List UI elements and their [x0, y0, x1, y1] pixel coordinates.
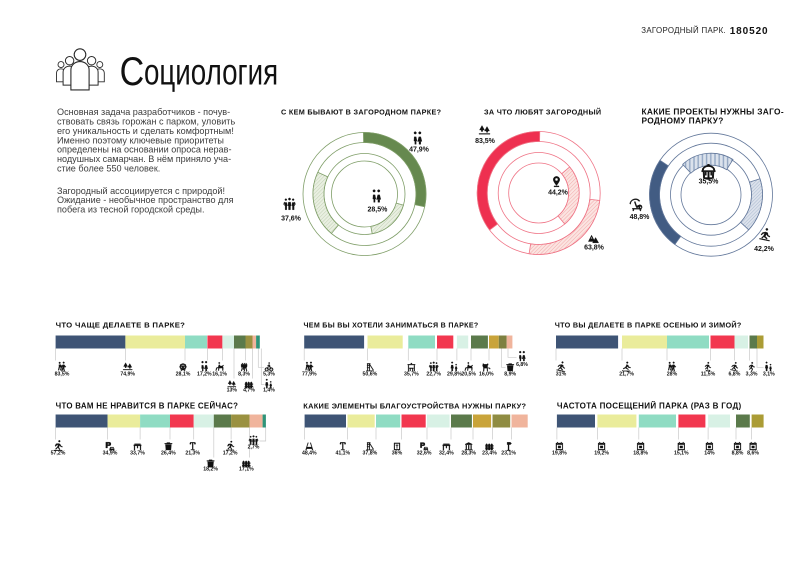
svg-text:КАКИЕ ЭЛЕМЕНТЫ БЛАГОУСТРОЙСТВА: КАКИЕ ЭЛЕМЕНТЫ БЛАГОУСТРОЙСТВА НУЖНЫ ПАР…	[303, 401, 526, 410]
svg-text:15,1%: 15,1%	[674, 451, 689, 457]
svg-text:ЧТО ВЫ ДЕЛАЕТЕ В ПАРКЕ ОСЕНЬЮ: ЧТО ВЫ ДЕЛАЕТЕ В ПАРКЕ ОСЕНЬЮ И ЗИМОЙ?	[555, 320, 742, 329]
svg-text:нодушных самарчан. В нём приня: нодушных самарчан. В нём приняло уча-	[57, 154, 231, 164]
svg-text:23,4%: 23,4%	[482, 451, 497, 457]
svg-text:5,3%: 5,3%	[263, 372, 275, 378]
svg-text:34,9%: 34,9%	[103, 451, 118, 457]
svg-text:оциология: оциология	[144, 51, 278, 93]
svg-text:C: C	[120, 48, 145, 93]
svg-text:17,2%: 17,2%	[223, 451, 238, 457]
svg-text:6,8%: 6,8%	[516, 362, 528, 368]
svg-text:Именно поэтому ключевые приори: Именно поэтому ключевые приоритеты	[57, 135, 224, 145]
svg-text:35,7%: 35,7%	[404, 372, 419, 378]
svg-text:22,7%: 22,7%	[426, 372, 441, 378]
svg-text:1,4%: 1,4%	[263, 388, 275, 394]
svg-text:ЗА ЧТО ЛЮБЯТ ЗАГОРОДНЫЙ: ЗА ЧТО ЛЮБЯТ ЗАГОРОДНЫЙ	[484, 108, 601, 117]
svg-text:16,1%: 16,1%	[212, 372, 227, 378]
svg-text:ЧЕМ БЫ ВЫ ХОТЕЛИ ЗАНИМАТЬСЯ В: ЧЕМ БЫ ВЫ ХОТЕЛИ ЗАНИМАТЬСЯ В ПАРКЕ?	[304, 321, 479, 329]
svg-text:83,5%: 83,5%	[475, 138, 496, 145]
svg-text:8,8%: 8,8%	[732, 451, 744, 457]
svg-text:6,8%: 6,8%	[728, 372, 740, 378]
svg-text:Ожидание - необычное пространс: Ожидание - необычное пространство для	[57, 195, 234, 205]
svg-text:18,8%: 18,8%	[633, 451, 648, 457]
svg-text:26,4%: 26,4%	[161, 451, 176, 457]
svg-text:побега из тесной городской сре: побега из тесной городской среды.	[57, 205, 205, 215]
svg-text:18,2%: 18,2%	[203, 467, 218, 473]
svg-text:77,9%: 77,9%	[302, 372, 317, 378]
svg-text:его уникальность и сделать ком: его уникальность и сделать комфортным!	[57, 126, 234, 136]
svg-text:35,5%: 35,5%	[699, 179, 720, 186]
svg-text:16,0%: 16,0%	[479, 372, 494, 378]
svg-text:28,3%: 28,3%	[461, 451, 476, 457]
svg-text:83,5%: 83,5%	[55, 372, 70, 378]
svg-text:74,9%: 74,9%	[120, 372, 135, 378]
svg-text:21,7%: 21,7%	[619, 372, 634, 378]
svg-text:13%: 13%	[227, 388, 238, 394]
svg-text:50,6%: 50,6%	[363, 372, 378, 378]
svg-text:31%: 31%	[556, 372, 567, 378]
svg-text:21,3%: 21,3%	[185, 451, 200, 457]
svg-text:41,1%: 41,1%	[335, 451, 350, 457]
svg-text:РОДНОМУ ПАРКУ?: РОДНОМУ ПАРКУ?	[642, 115, 724, 125]
svg-text:180520: 180520	[730, 26, 769, 37]
svg-text:23,1%: 23,1%	[501, 451, 516, 457]
svg-text:28,1%: 28,1%	[176, 372, 191, 378]
svg-text:33,7%: 33,7%	[130, 451, 145, 457]
svg-text:19,8%: 19,8%	[552, 451, 567, 457]
svg-text:17,1%: 17,1%	[239, 467, 254, 473]
svg-text:8,6%: 8,6%	[747, 451, 759, 457]
svg-text:48,4%: 48,4%	[302, 451, 317, 457]
svg-text:3,3%: 3,3%	[746, 372, 758, 378]
svg-text:3,1%: 3,1%	[763, 372, 775, 378]
svg-text:19,2%: 19,2%	[594, 451, 609, 457]
svg-text:48,8%: 48,8%	[630, 214, 651, 221]
svg-text:47,9%: 47,9%	[409, 147, 430, 154]
svg-text:28%: 28%	[667, 372, 678, 378]
svg-text:32,4%: 32,4%	[439, 451, 454, 457]
svg-text:ствовать связь горожан с парко: ствовать связь горожан с парком, уловить	[57, 116, 235, 126]
svg-text:Загородный ассоциируется с при: Загородный ассоциируется с природой!	[57, 186, 225, 196]
svg-text:63,8%: 63,8%	[584, 245, 605, 252]
svg-text:17,2%: 17,2%	[197, 372, 212, 378]
svg-text:ЗАГОРОДНЫЙ ПАРК.: ЗАГОРОДНЫЙ ПАРК.	[641, 26, 726, 35]
svg-text:36%: 36%	[392, 451, 403, 457]
svg-text:ЧТО ВАМ НЕ НРАВИТСЯ В ПАРКЕ СЕ: ЧТО ВАМ НЕ НРАВИТСЯ В ПАРКЕ СЕЙЧАС?	[56, 401, 239, 410]
svg-text:29,8%: 29,8%	[447, 372, 462, 378]
svg-text:42,2%: 42,2%	[754, 246, 775, 253]
svg-text:Основная задача разработчиков: Основная задача разработчиков - почув-	[57, 107, 230, 117]
svg-text:32,6%: 32,6%	[417, 451, 432, 457]
svg-text:8,3%: 8,3%	[238, 372, 250, 378]
svg-text:37,8%: 37,8%	[363, 451, 378, 457]
svg-text:14%: 14%	[704, 451, 715, 457]
svg-text:37,6%: 37,6%	[281, 215, 302, 222]
svg-text:28,5%: 28,5%	[367, 207, 388, 214]
svg-text:11,5%: 11,5%	[701, 372, 716, 378]
svg-text:С КЕМ БЫВАЮТ В ЗАГОРОДНОМ ПАРК: С КЕМ БЫВАЮТ В ЗАГОРОДНОМ ПАРКЕ?	[281, 108, 442, 117]
svg-text:ЧТО ЧАЩЕ ДЕЛАЕТЕ В ПАРКЕ?: ЧТО ЧАЩЕ ДЕЛАЕТЕ В ПАРКЕ?	[56, 320, 186, 329]
svg-text:4,7%: 4,7%	[243, 388, 255, 394]
svg-text:2,7%: 2,7%	[248, 445, 260, 451]
svg-text:определены на основании опроса: определены на основании опроса нерав-	[57, 145, 231, 155]
svg-text:57,2%: 57,2%	[51, 451, 66, 457]
svg-text:44,2%: 44,2%	[548, 190, 569, 197]
svg-text:20,5%: 20,5%	[461, 372, 476, 378]
svg-text:ЧАСТОТА ПОСЕЩЕНИЙ ПАРКА (РАЗ В: ЧАСТОТА ПОСЕЩЕНИЙ ПАРКА (РАЗ В ГОД)	[557, 401, 742, 410]
svg-text:8,9%: 8,9%	[504, 372, 516, 378]
svg-text:КАКИЕ ПРОЕКТЫ НУЖНЫ ЗАГО-: КАКИЕ ПРОЕКТЫ НУЖНЫ ЗАГО-	[642, 107, 784, 117]
svg-text:стие более 550 человек.: стие более 550 человек.	[57, 164, 160, 174]
